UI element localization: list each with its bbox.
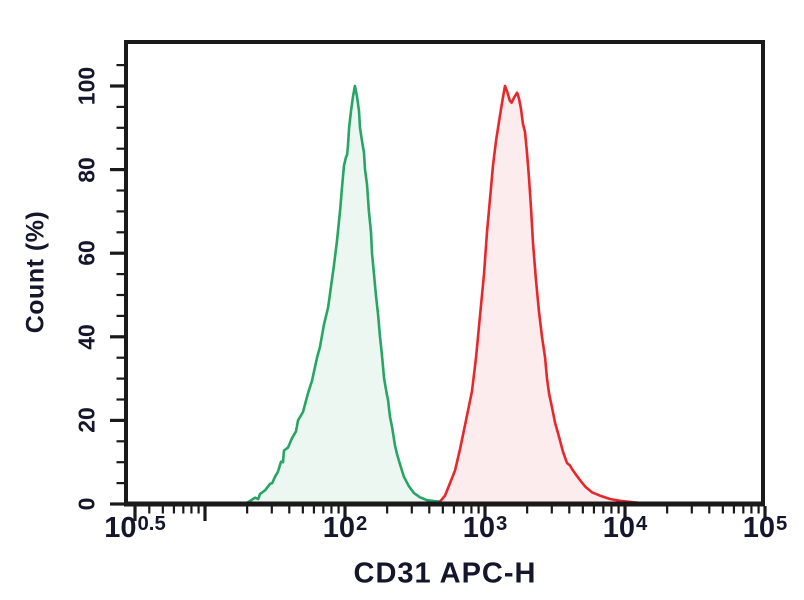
red-peak-stained-fill bbox=[438, 86, 655, 504]
x-tick-exponent: 0.5 bbox=[137, 513, 166, 535]
x-axis-title: CD31 APC-H bbox=[353, 557, 537, 590]
x-tick-exponent: 5 bbox=[775, 513, 788, 535]
x-tick-label-10e2: 102 bbox=[323, 514, 368, 543]
x-tick-base: 10 bbox=[602, 512, 635, 544]
x-tick-exponent: 4 bbox=[635, 513, 648, 535]
x-tick-label-10e5: 105 bbox=[743, 514, 788, 543]
y-axis-title: Count (%) bbox=[21, 210, 50, 334]
x-tick-exponent: 2 bbox=[355, 513, 368, 535]
y-tick-label-80: 80 bbox=[73, 156, 100, 183]
x-tick-exponent: 3 bbox=[495, 513, 508, 535]
green-peak-negative-line bbox=[243, 84, 464, 506]
green-peak-negative-fill bbox=[245, 86, 462, 504]
red-peak-stained-line bbox=[436, 84, 657, 506]
x-tick-label-10e4: 104 bbox=[603, 514, 648, 543]
y-tick-label-40: 40 bbox=[73, 324, 100, 350]
y-tick-label-100: 100 bbox=[73, 66, 100, 106]
y-tick-label-20: 20 bbox=[73, 407, 100, 434]
x-tick-label-10e0.5: 100.5 bbox=[104, 514, 165, 543]
x-tick-label-10e3: 103 bbox=[463, 514, 508, 543]
x-tick-base: 10 bbox=[104, 512, 137, 544]
x-tick-base: 10 bbox=[742, 512, 775, 544]
y-tick-label-0: 0 bbox=[73, 497, 100, 511]
y-tick-label-60: 60 bbox=[73, 240, 100, 266]
x-tick-base: 10 bbox=[322, 512, 355, 544]
x-tick-base: 10 bbox=[462, 512, 495, 544]
